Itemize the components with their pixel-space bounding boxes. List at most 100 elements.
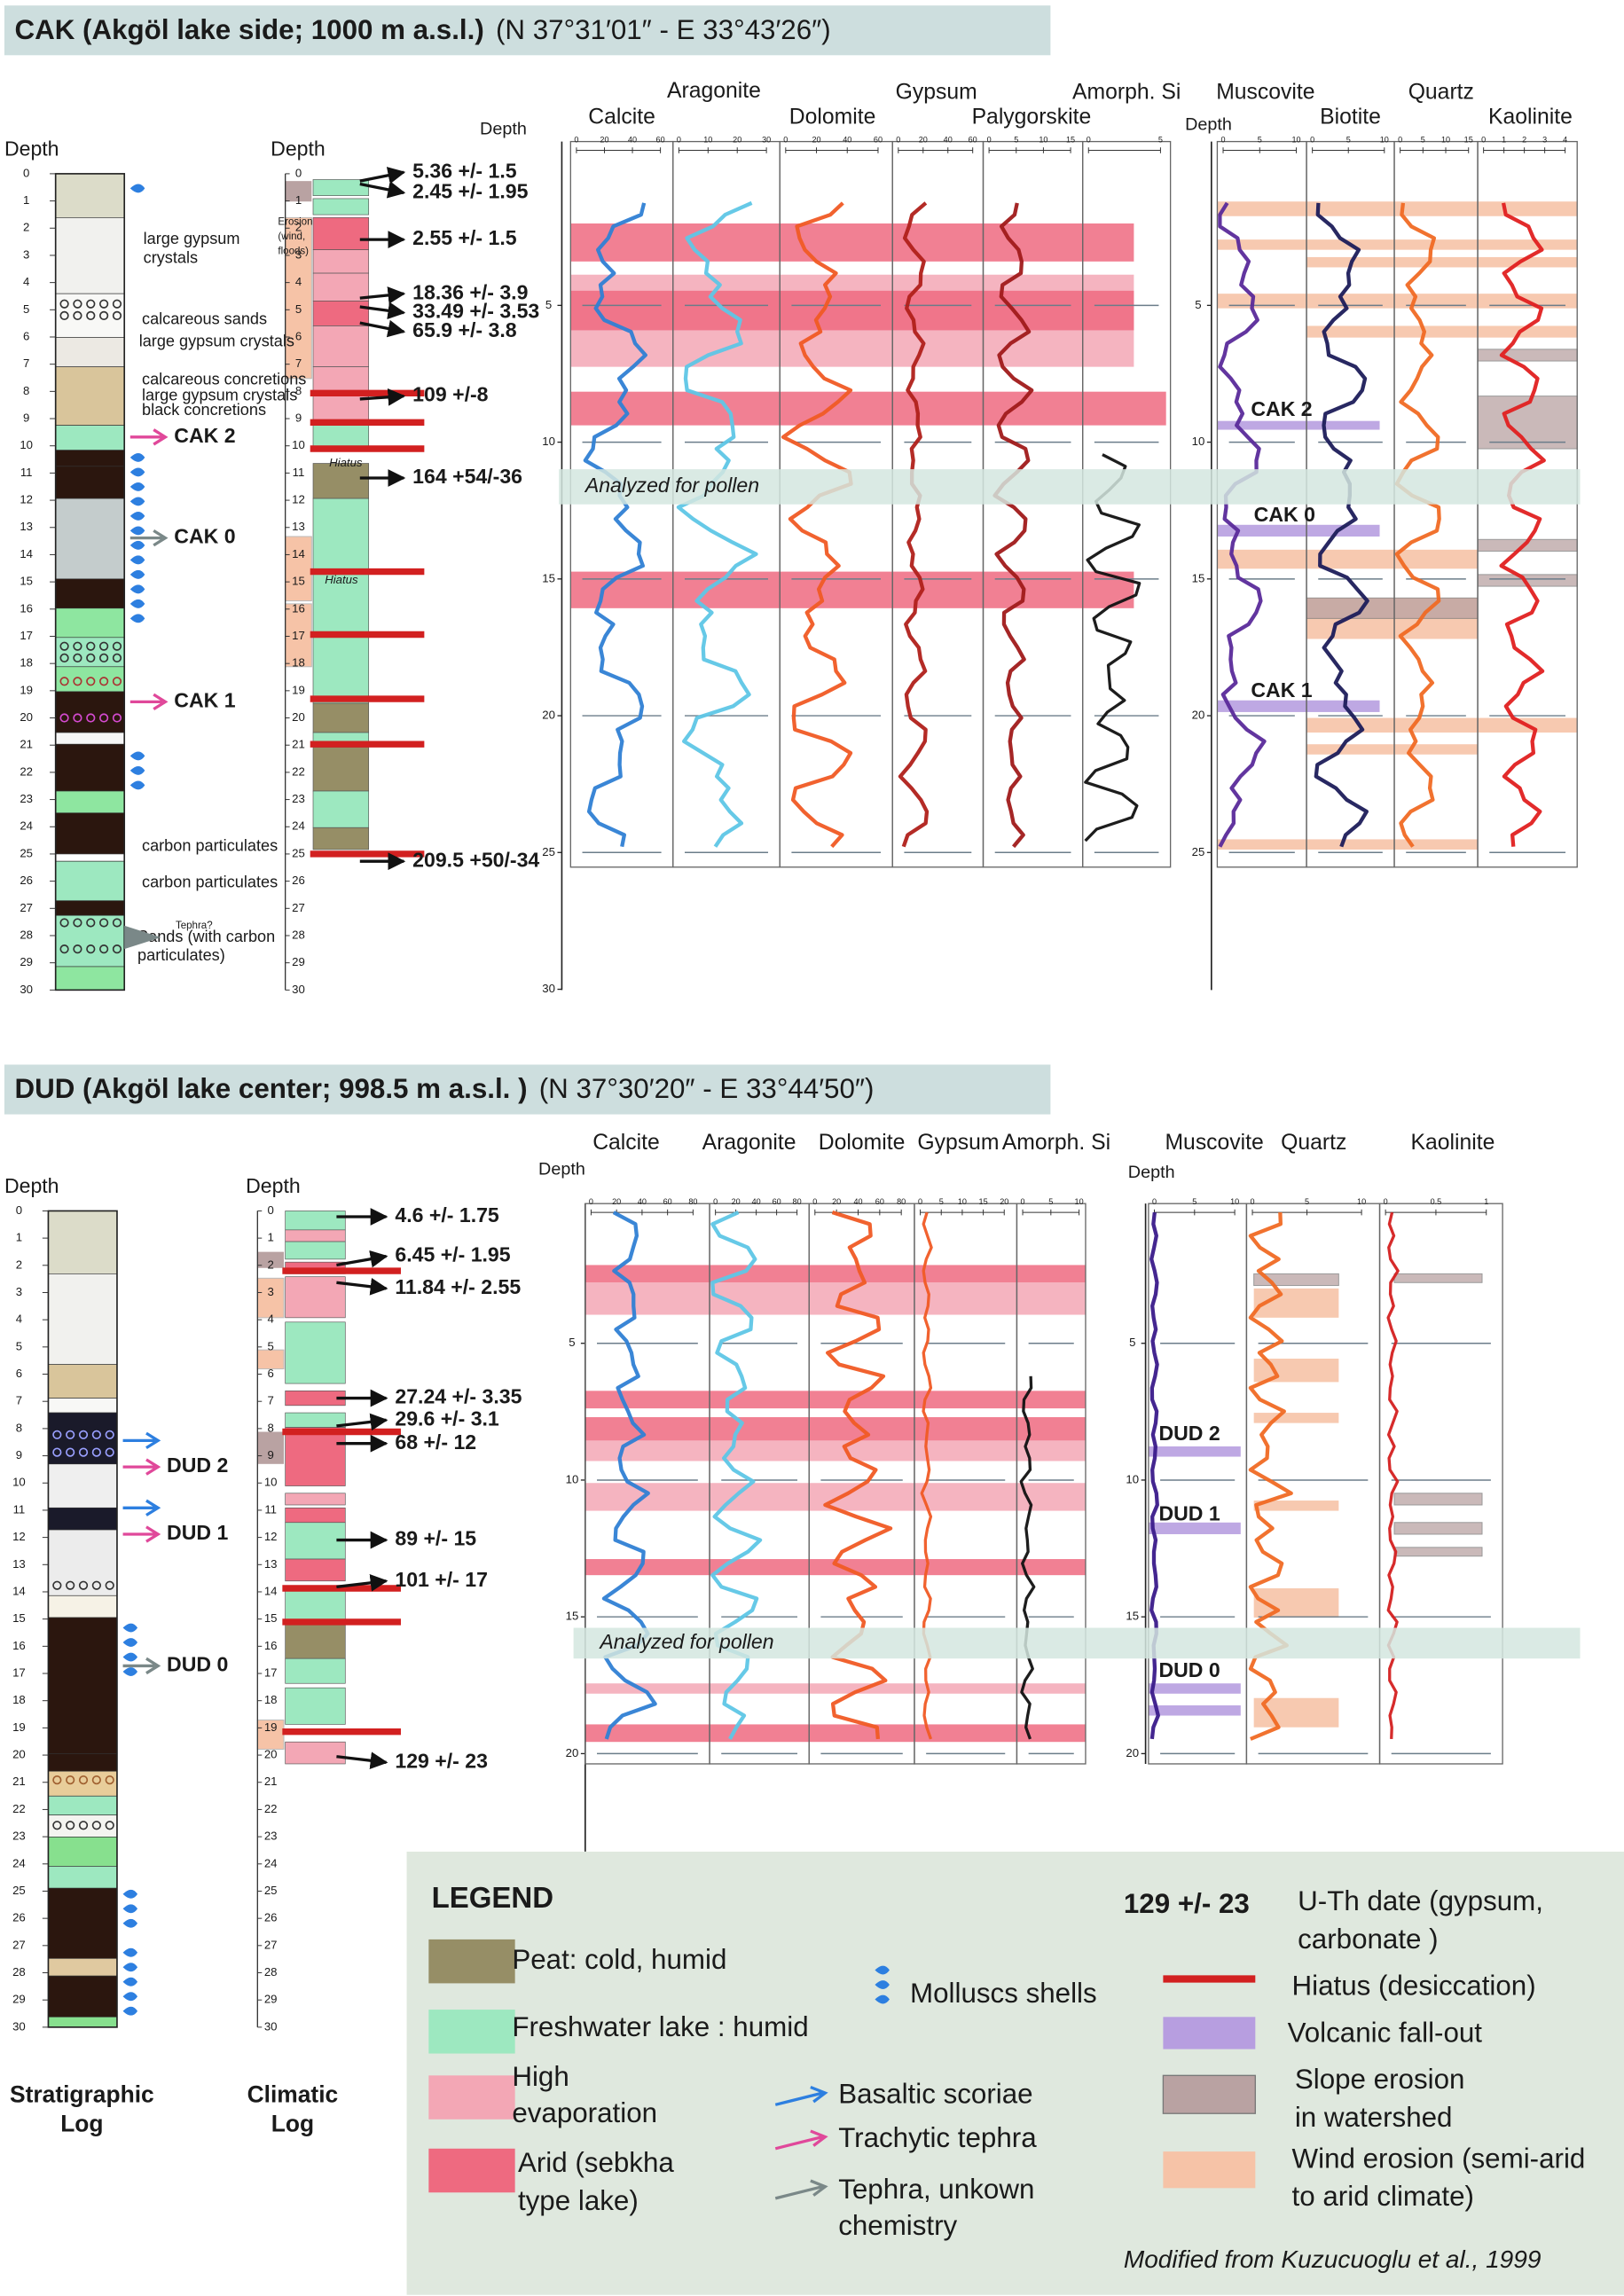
strat-pattern bbox=[59, 918, 69, 928]
climatic-layer bbox=[312, 198, 370, 215]
strat-layer bbox=[55, 732, 125, 745]
climatic-layer bbox=[285, 1657, 346, 1684]
mineral-band bbox=[1148, 1704, 1241, 1716]
depth-tick-label: 13 bbox=[292, 520, 305, 533]
legend-label: High bbox=[512, 2061, 569, 2092]
climate-band bbox=[570, 391, 1166, 426]
depth-tick-label: 5 bbox=[16, 1339, 22, 1352]
tephra-arrow bbox=[129, 693, 169, 711]
strat-layer bbox=[55, 425, 125, 451]
tephra-label: CAK 2 bbox=[174, 424, 235, 447]
depth-tick-label: 10 bbox=[1126, 1472, 1139, 1485]
date-arrow bbox=[359, 388, 406, 406]
depth-tick-label: 3 bbox=[295, 247, 302, 261]
mollusc-icon bbox=[129, 467, 145, 477]
depth-tick-label: 28 bbox=[264, 1965, 278, 1979]
scale-tick-label: 20 bbox=[919, 135, 928, 144]
depth-tick-label: 29 bbox=[20, 955, 33, 968]
mollusc-icon bbox=[122, 1977, 138, 1986]
depth-label: Depth bbox=[4, 1174, 59, 1197]
depth-tick-label: 22 bbox=[292, 764, 305, 778]
depth-tick-label: 10 bbox=[20, 438, 33, 451]
scale-tick-label: 5 bbox=[1014, 135, 1018, 144]
depth-tick-label: 16 bbox=[264, 1639, 278, 1652]
depth-tick-label: 27 bbox=[20, 901, 33, 914]
annotation: particulates) bbox=[137, 946, 225, 964]
column-header: Muscovite bbox=[1165, 1131, 1263, 1155]
strat-layer bbox=[55, 498, 125, 580]
legend-label: Hiatus (desiccation) bbox=[1292, 1971, 1536, 2002]
strat-pattern bbox=[59, 677, 69, 686]
legend-swatch bbox=[428, 2010, 515, 2054]
climatic-layer bbox=[312, 747, 370, 792]
strat-layer bbox=[55, 578, 125, 609]
depth-label: Depth bbox=[246, 1174, 301, 1197]
legend-swatch bbox=[1162, 2074, 1256, 2114]
depth-tick-label: 16 bbox=[20, 601, 33, 615]
depth-tick-label: 20 bbox=[12, 1748, 26, 1761]
mollusc-icon bbox=[129, 540, 145, 550]
title-main: DUD (Akgöl lake center; 998.5 m a.s.l. ) bbox=[14, 1073, 527, 1104]
mineral-band bbox=[1217, 549, 1479, 569]
scale-tick-label: 15 bbox=[1464, 135, 1473, 144]
depth-tick-label: 10 bbox=[292, 438, 305, 451]
depth-tick-label: 5 bbox=[23, 302, 29, 316]
depth-tick-label: 20 bbox=[566, 1746, 579, 1759]
mineral-band bbox=[1217, 420, 1380, 430]
strat-layer bbox=[48, 1463, 118, 1508]
depth-tick-label: 29 bbox=[292, 955, 305, 968]
tephra-arrow bbox=[124, 925, 161, 950]
tephra-label: CAK 1 bbox=[174, 688, 235, 711]
mineral-band bbox=[1306, 597, 1479, 619]
pollen-band bbox=[573, 1627, 1581, 1659]
footer-label: Stratigraphic bbox=[10, 2081, 154, 2107]
depth-tick-label: 28 bbox=[12, 1965, 26, 1979]
date-arrow bbox=[336, 1413, 388, 1431]
strat-layer bbox=[48, 1211, 118, 1274]
depth-tick-label: 5 bbox=[267, 1339, 273, 1352]
legend-label: to arid climate) bbox=[1292, 2181, 1474, 2212]
scale-tick-label: 20 bbox=[600, 135, 608, 144]
mollusc-icon bbox=[122, 1652, 138, 1662]
mineral-curve bbox=[781, 201, 853, 849]
depth-tick-label: 29 bbox=[264, 1993, 278, 2006]
strat-pattern bbox=[91, 1775, 101, 1785]
scale-tick-label: 40 bbox=[853, 1197, 862, 1206]
mineral-band bbox=[1253, 1273, 1339, 1287]
depth-tick-label: 29 bbox=[12, 1993, 26, 2006]
strat-pattern bbox=[73, 641, 82, 651]
scale-tick-label: 0.5 bbox=[1431, 1197, 1442, 1206]
scale-tick-label: 10 bbox=[1357, 1197, 1366, 1206]
climate-band bbox=[570, 571, 1134, 608]
date-label: 2.45 +/- 1.95 bbox=[412, 179, 528, 202]
column-header: Aragonite bbox=[667, 79, 761, 103]
depth-tick-label: 7 bbox=[267, 1394, 273, 1407]
legend-label: Trachytic tephra bbox=[838, 2122, 1037, 2153]
depth-tick-label: 22 bbox=[20, 764, 33, 778]
mineral-band bbox=[1393, 1522, 1483, 1535]
strat-pattern bbox=[112, 653, 122, 663]
scale-tick-label: 1 bbox=[1502, 135, 1506, 144]
strat-pattern bbox=[78, 1775, 89, 1785]
strat-pattern bbox=[59, 653, 69, 663]
depth-tick-label: 20 bbox=[20, 710, 33, 724]
scale-tick-label: 0 bbox=[1310, 135, 1314, 144]
depth-tick-label: 1 bbox=[267, 1231, 273, 1244]
depth-tick-label: 0 bbox=[267, 1203, 273, 1217]
date-label: 209.5 +50/-34 bbox=[412, 848, 539, 871]
legend-date: 129 +/- 23 bbox=[1124, 1888, 1250, 1919]
scale-tick-label: 1 bbox=[1484, 1197, 1488, 1206]
depth-tick-label: 6 bbox=[23, 329, 29, 342]
strat-pattern bbox=[112, 310, 122, 321]
mollusc-icon bbox=[875, 1965, 890, 1975]
scale-tick-label: 5 bbox=[1421, 135, 1425, 144]
annotation: carbon particulates bbox=[142, 836, 278, 854]
annotation: crystals bbox=[144, 248, 198, 266]
climate-band bbox=[570, 290, 1134, 331]
depth-tick-label: 24 bbox=[292, 819, 305, 833]
depth-tick-label: 12 bbox=[20, 493, 33, 506]
depth-tick-label: 27 bbox=[292, 901, 305, 914]
strat-layer bbox=[48, 1364, 118, 1399]
depth-tick-label: 17 bbox=[12, 1666, 26, 1680]
mineral-band bbox=[1148, 1522, 1241, 1534]
